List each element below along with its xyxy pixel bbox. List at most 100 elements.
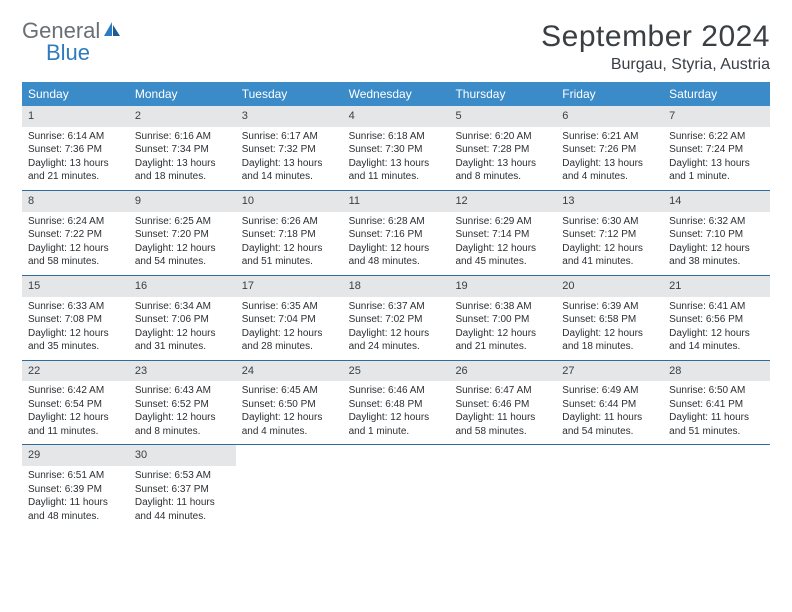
title-block: September 2024 Burgau, Styria, Austria xyxy=(541,20,770,74)
day-number: 24 xyxy=(236,361,343,382)
sunrise-line: Sunrise: 6:42 AM xyxy=(28,384,123,398)
sunset-line: Sunset: 7:08 PM xyxy=(28,313,123,327)
day-cell: 5Sunrise: 6:20 AMSunset: 7:28 PMDaylight… xyxy=(449,106,556,190)
day-number: 22 xyxy=(22,361,129,382)
sunrise-line: Sunrise: 6:50 AM xyxy=(669,384,764,398)
sunrise-line: Sunrise: 6:14 AM xyxy=(28,130,123,144)
sunrise-line: Sunrise: 6:21 AM xyxy=(562,130,657,144)
sunset-line: Sunset: 7:10 PM xyxy=(669,228,764,242)
weekday-header: Monday xyxy=(129,82,236,106)
sunrise-line: Sunrise: 6:18 AM xyxy=(349,130,444,144)
day-cell xyxy=(449,445,556,529)
sunrise-line: Sunrise: 6:20 AM xyxy=(455,130,550,144)
day-cell: 27Sunrise: 6:49 AMSunset: 6:44 PMDayligh… xyxy=(556,361,663,445)
daylight-line: Daylight: 11 hours and 48 minutes. xyxy=(28,496,123,523)
daylight-line: Daylight: 12 hours and 21 minutes. xyxy=(455,327,550,354)
weekday-header: Saturday xyxy=(663,82,770,106)
day-body: Sunrise: 6:41 AMSunset: 6:56 PMDaylight:… xyxy=(663,300,770,354)
day-body: Sunrise: 6:39 AMSunset: 6:58 PMDaylight:… xyxy=(556,300,663,354)
sunset-line: Sunset: 6:54 PM xyxy=(28,398,123,412)
day-body: Sunrise: 6:17 AMSunset: 7:32 PMDaylight:… xyxy=(236,130,343,184)
daylight-line: Daylight: 11 hours and 51 minutes. xyxy=(669,411,764,438)
day-cell: 29 Sunrise: 6:51 AMSunset: 6:39 PMDayligh… xyxy=(22,445,129,529)
daylight-line: Daylight: 13 hours and 4 minutes. xyxy=(562,157,657,184)
daylight-line: Daylight: 11 hours and 44 minutes. xyxy=(135,496,230,523)
day-cell: 1Sunrise: 6:14 AMSunset: 7:36 PMDaylight… xyxy=(22,106,129,190)
day-number: 30 xyxy=(129,445,236,466)
weekday-header: Sunday xyxy=(22,82,129,106)
calendar: Sunday Monday Tuesday Wednesday Thursday… xyxy=(22,82,770,529)
sunrise-line: Sunrise: 6:51 AM xyxy=(28,469,123,483)
day-cell: 12Sunrise: 6:29 AMSunset: 7:14 PMDayligh… xyxy=(449,191,556,275)
day-body: Sunrise: 6:25 AMSunset: 7:20 PMDaylight:… xyxy=(129,215,236,269)
day-number: 20 xyxy=(556,276,663,297)
day-number: 3 xyxy=(236,106,343,127)
daylight-line: Daylight: 12 hours and 18 minutes. xyxy=(562,327,657,354)
daylight-line: Daylight: 12 hours and 4 minutes. xyxy=(242,411,337,438)
location-subtitle: Burgau, Styria, Austria xyxy=(541,56,770,74)
sunrise-line: Sunrise: 6:35 AM xyxy=(242,300,337,314)
day-number: 7 xyxy=(663,106,770,127)
day-number: 23 xyxy=(129,361,236,382)
day-cell: 16 Sunrise: 6:34 AMSunset: 7:06 PMDayligh… xyxy=(129,276,236,360)
sunrise-line: Sunrise: 6:41 AM xyxy=(669,300,764,314)
day-cell: 6Sunrise: 6:21 AMSunset: 7:26 PMDaylight… xyxy=(556,106,663,190)
day-body: Sunrise: 6:26 AMSunset: 7:18 PMDaylight:… xyxy=(236,215,343,269)
day-cell: 22Sunrise: 6:42 AMSunset: 6:54 PMDayligh… xyxy=(22,361,129,445)
week-row: 22 Sunrise: 6:42 AMSunset: 6:54 PM Dayligh… xyxy=(22,360,770,445)
weekday-header: Wednesday xyxy=(343,82,450,106)
brand-logo: General Blue xyxy=(22,20,122,64)
sunset-line: Sunset: 7:06 PM xyxy=(135,313,230,327)
daylight-line: Daylight: 11 hours and 54 minutes. xyxy=(562,411,657,438)
day-number: 19 xyxy=(449,276,556,297)
daylight-line: Daylight: 12 hours and 51 minutes. xyxy=(242,242,337,269)
day-number: 6 xyxy=(556,106,663,127)
daylight-line: Daylight: 12 hours and 1 minute. xyxy=(349,411,444,438)
day-body: Sunrise: 6:20 AMSunset: 7:28 PMDaylight:… xyxy=(449,130,556,184)
day-body: Sunrise: 6:18 AMSunset: 7:30 PMDaylight:… xyxy=(343,130,450,184)
sail-icon xyxy=(102,20,122,42)
day-body: Sunrise: 6:28 AMSunset: 7:16 PMDaylight:… xyxy=(343,215,450,269)
sunset-line: Sunset: 6:50 PM xyxy=(242,398,337,412)
day-number: 29 xyxy=(22,445,129,466)
day-number: 15 xyxy=(22,276,129,297)
day-number: 17 xyxy=(236,276,343,297)
sunset-line: Sunset: 6:46 PM xyxy=(455,398,550,412)
weeks-container: 1Sunrise: 6:14 AMSunset: 7:36 PMDaylight… xyxy=(22,106,770,529)
day-cell: 11Sunrise: 6:28 AMSunset: 7:16 PMDayligh… xyxy=(343,191,450,275)
day-number: 27 xyxy=(556,361,663,382)
sunrise-line: Sunrise: 6:49 AM xyxy=(562,384,657,398)
day-body: Sunrise: 6:32 AMSunset: 7:10 PMDaylight:… xyxy=(663,215,770,269)
day-cell: 18Sunrise: 6:37 AMSunset: 7:02 PMDayligh… xyxy=(343,276,450,360)
day-number: 4 xyxy=(343,106,450,127)
day-cell xyxy=(343,445,450,529)
daylight-line: Daylight: 13 hours and 11 minutes. xyxy=(349,157,444,184)
day-cell: 15Sunrise: 6:33 AMSunset: 7:08 PMDayligh… xyxy=(22,276,129,360)
daylight-line: Daylight: 13 hours and 18 minutes. xyxy=(135,157,230,184)
sunset-line: Sunset: 7:24 PM xyxy=(669,143,764,157)
day-body: Sunrise: 6:51 AMSunset: 6:39 PMDaylight:… xyxy=(22,469,129,523)
day-cell xyxy=(556,445,663,529)
sunrise-line: Sunrise: 6:32 AM xyxy=(669,215,764,229)
sunrise-line: Sunrise: 6:46 AM xyxy=(349,384,444,398)
day-cell xyxy=(236,445,343,529)
daylight-line: Daylight: 12 hours and 41 minutes. xyxy=(562,242,657,269)
sunrise-line: Sunrise: 6:22 AM xyxy=(669,130,764,144)
daylight-line: Daylight: 12 hours and 8 minutes. xyxy=(135,411,230,438)
sunrise-line: Sunrise: 6:43 AM xyxy=(135,384,230,398)
sunset-line: Sunset: 6:56 PM xyxy=(669,313,764,327)
day-cell: 23 Sunrise: 6:43 AMSunset: 6:52 PMDayligh… xyxy=(129,361,236,445)
sunrise-line: Sunrise: 6:38 AM xyxy=(455,300,550,314)
sunrise-line: Sunrise: 6:34 AM xyxy=(135,300,230,314)
sunset-line: Sunset: 7:30 PM xyxy=(349,143,444,157)
page-header: General Blue September 2024 Burgau, Styr… xyxy=(22,20,770,74)
sunset-line: Sunset: 7:02 PM xyxy=(349,313,444,327)
daylight-line: Daylight: 12 hours and 31 minutes. xyxy=(135,327,230,354)
day-cell: 14Sunrise: 6:32 AMSunset: 7:10 PMDayligh… xyxy=(663,191,770,275)
day-cell: 17Sunrise: 6:35 AMSunset: 7:04 PMDayligh… xyxy=(236,276,343,360)
sunset-line: Sunset: 7:00 PM xyxy=(455,313,550,327)
day-number: 16 xyxy=(129,276,236,297)
day-number: 2 xyxy=(129,106,236,127)
sunset-line: Sunset: 6:52 PM xyxy=(135,398,230,412)
daylight-line: Daylight: 13 hours and 14 minutes. xyxy=(242,157,337,184)
